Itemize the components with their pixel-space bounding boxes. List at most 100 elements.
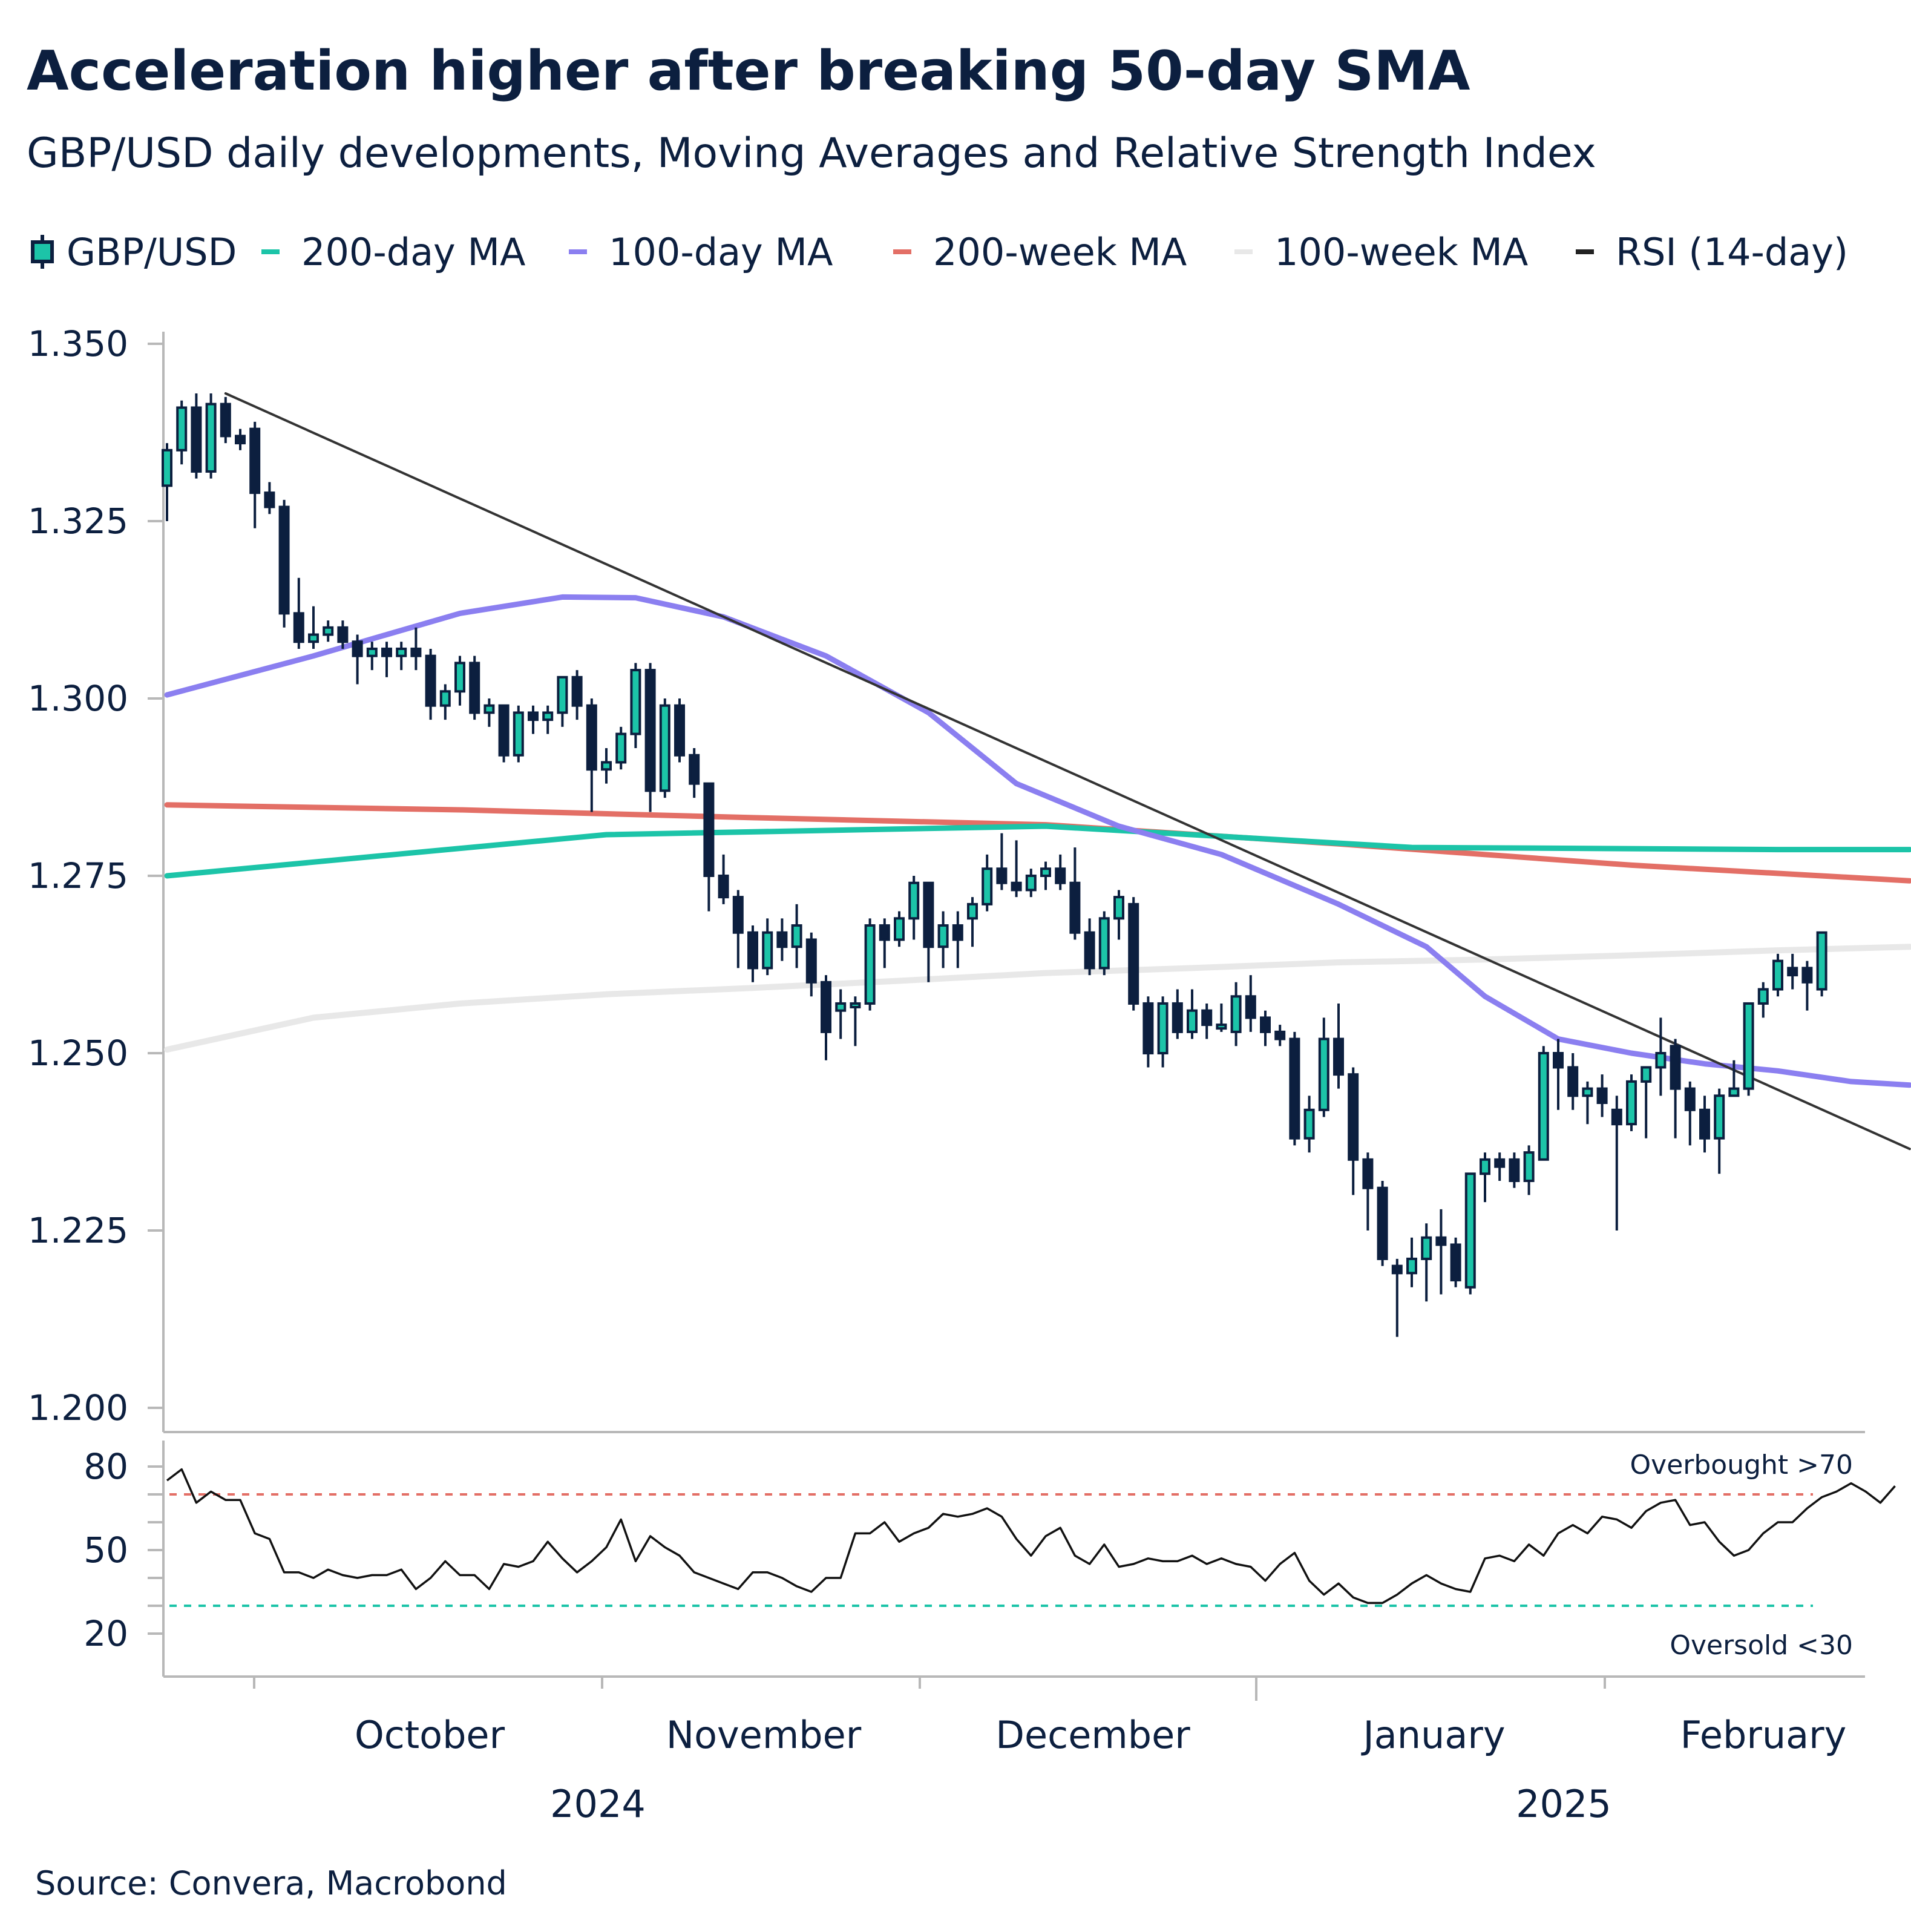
candle-body bbox=[1684, 1087, 1696, 1111]
candle-body bbox=[1216, 1024, 1227, 1030]
candle-body bbox=[1626, 1080, 1637, 1126]
candle-body bbox=[732, 896, 744, 934]
candle-body bbox=[982, 867, 993, 905]
candle-body bbox=[1274, 1030, 1286, 1040]
candle-body bbox=[1611, 1108, 1622, 1126]
candle-body bbox=[439, 690, 451, 707]
x-month-label: February bbox=[1680, 1713, 1847, 1757]
candle-body bbox=[1172, 1002, 1183, 1033]
rsi-axis: 80 50 20 bbox=[84, 1441, 165, 1677]
oversold-label: Oversold <30 bbox=[1670, 1630, 1853, 1661]
candle-body bbox=[337, 626, 349, 643]
candle-body bbox=[542, 711, 554, 721]
candle-body bbox=[689, 754, 700, 785]
x-month-label: October bbox=[355, 1713, 505, 1757]
candle-body bbox=[1641, 1066, 1652, 1083]
candle-body bbox=[1157, 1002, 1169, 1054]
candle-body bbox=[425, 654, 436, 707]
candle-body bbox=[937, 924, 949, 948]
chart-title: Acceleration higher after breaking 50-da… bbox=[27, 39, 1470, 103]
candle-body bbox=[498, 704, 510, 757]
x-month-label: January bbox=[1360, 1713, 1505, 1757]
candle-body bbox=[1757, 988, 1769, 1005]
candle-body bbox=[1333, 1037, 1344, 1076]
candlestick-series bbox=[162, 393, 1827, 1337]
candle-body bbox=[293, 612, 304, 643]
price-tick-label: 1.225 bbox=[28, 1210, 128, 1251]
price-tick-label: 1.325 bbox=[28, 501, 128, 542]
candle-body bbox=[1494, 1158, 1506, 1168]
candle-body bbox=[967, 902, 978, 920]
candle-body bbox=[410, 647, 422, 657]
candle-body bbox=[1480, 1158, 1490, 1175]
candle-body bbox=[1069, 881, 1081, 934]
rsi-reference-lines: Overbought >70 Oversold <30 bbox=[169, 1450, 1853, 1661]
candle-body bbox=[235, 435, 246, 445]
candle-body bbox=[1377, 1186, 1388, 1260]
candle-body bbox=[381, 647, 392, 657]
legend-label: 100-week MA bbox=[1274, 230, 1528, 274]
candle-body bbox=[952, 924, 963, 941]
candle-body bbox=[1084, 931, 1095, 970]
200-day-ma-line bbox=[164, 823, 1911, 879]
candle-body bbox=[703, 782, 715, 878]
chart-subtitle: GBP/USD daily developments, Moving Avera… bbox=[27, 130, 1596, 177]
candle-body bbox=[644, 669, 656, 792]
candle-body bbox=[1142, 1002, 1154, 1054]
candle-body bbox=[659, 704, 670, 792]
trendline-line bbox=[224, 392, 1911, 1151]
candle-body bbox=[821, 981, 831, 1033]
rsi-series bbox=[166, 1468, 1896, 1605]
price-tick-label: 1.275 bbox=[28, 855, 128, 896]
candle-body bbox=[791, 924, 802, 948]
candle-body bbox=[630, 669, 641, 735]
candle-body bbox=[1801, 967, 1813, 984]
candle-body bbox=[1743, 1002, 1754, 1090]
price-tick-label: 1.250 bbox=[28, 1033, 128, 1074]
candle-body bbox=[1289, 1037, 1300, 1140]
candle-body bbox=[528, 711, 539, 721]
candle-body bbox=[747, 931, 758, 970]
candle-body bbox=[557, 675, 568, 714]
candle-body bbox=[1582, 1087, 1593, 1097]
candle-body bbox=[205, 402, 217, 473]
candle-body bbox=[1655, 1052, 1667, 1069]
200-week-ma-line bbox=[164, 802, 1911, 884]
candle-body bbox=[352, 640, 363, 657]
legend-label: 100-day MA bbox=[609, 230, 833, 274]
source-note: Source: Convera, Macrobond bbox=[35, 1864, 507, 1902]
candle-body bbox=[923, 881, 934, 948]
candle-body bbox=[1538, 1052, 1549, 1161]
candle-body bbox=[264, 491, 275, 508]
candle-body bbox=[1011, 881, 1022, 892]
candle-body bbox=[1714, 1094, 1725, 1140]
candle-body bbox=[850, 1002, 861, 1008]
candle-body bbox=[674, 704, 685, 757]
candle-body bbox=[1187, 1009, 1198, 1033]
candle-body bbox=[1699, 1108, 1710, 1140]
candle-body bbox=[615, 732, 627, 764]
candle-body bbox=[601, 761, 612, 771]
x-year-label: 2025 bbox=[1516, 1782, 1611, 1826]
candle-body bbox=[1201, 1009, 1213, 1027]
candle-body bbox=[1728, 1087, 1740, 1097]
candle-body bbox=[1816, 931, 1827, 991]
candle-body bbox=[469, 662, 480, 714]
candle-body bbox=[366, 647, 378, 657]
legend: GBP/USD 200-day MA 100-day MA 200-week MA 10… bbox=[31, 230, 1848, 274]
candle-body bbox=[454, 662, 465, 693]
candle-body bbox=[908, 881, 920, 920]
candle-body bbox=[1670, 1045, 1681, 1090]
candle-body bbox=[483, 704, 495, 714]
candle-body bbox=[1787, 967, 1798, 977]
legend-label: 200-week MA bbox=[933, 230, 1187, 274]
candle-body bbox=[1128, 902, 1139, 1005]
candle-body bbox=[805, 938, 817, 984]
candle-body bbox=[1596, 1087, 1608, 1105]
candle-body bbox=[1772, 959, 1783, 991]
candle-body bbox=[1567, 1066, 1579, 1097]
candle-body bbox=[894, 917, 905, 941]
candle-body bbox=[1362, 1158, 1374, 1189]
